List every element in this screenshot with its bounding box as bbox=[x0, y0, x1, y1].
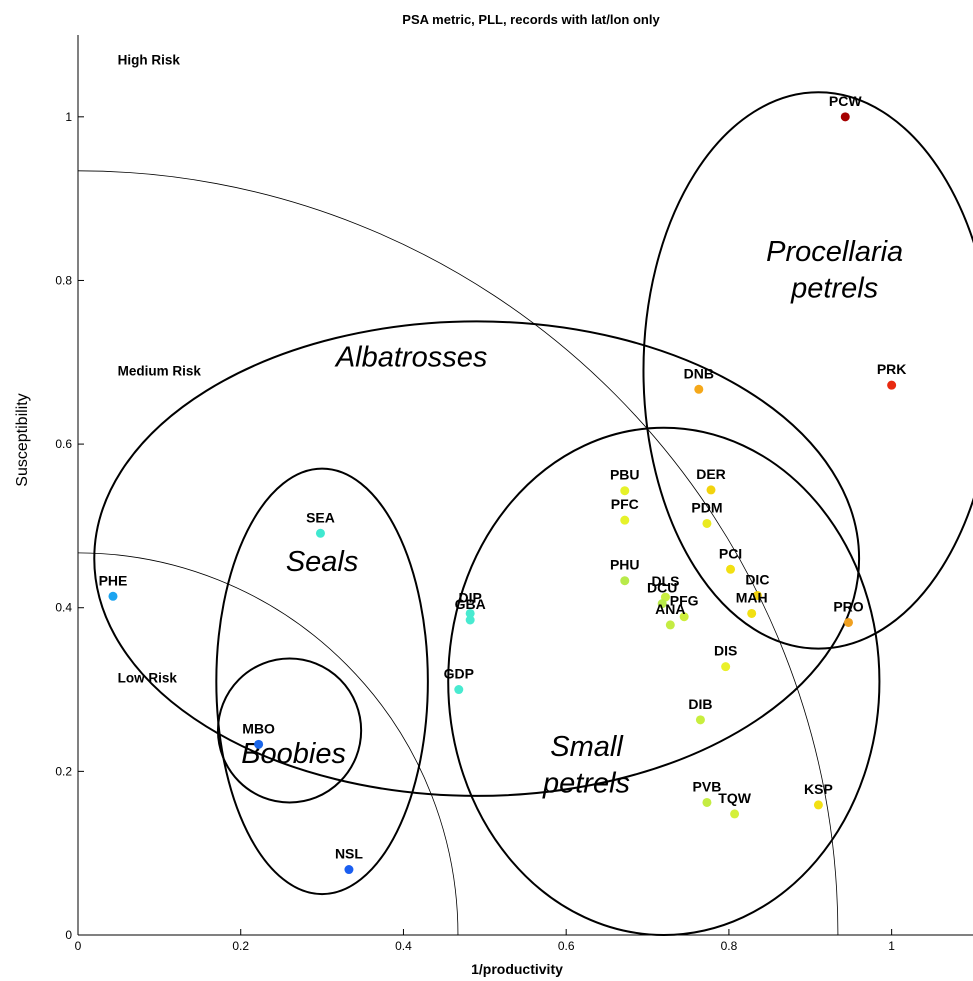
point-mah bbox=[747, 608, 757, 618]
point-label-dip: DIP bbox=[459, 589, 482, 605]
point-gba bbox=[465, 615, 475, 625]
x-tick-label-2: 0.2 bbox=[232, 939, 249, 953]
point-label-dnb: DNB bbox=[684, 365, 714, 381]
point-label-dis: DIS bbox=[714, 643, 737, 659]
group-ellipse-2 bbox=[642, 91, 973, 650]
point-ana bbox=[665, 620, 675, 630]
point-mbo bbox=[254, 739, 264, 749]
y-tick-label-2: 0.2 bbox=[55, 764, 72, 778]
y-tick-label-3: 0.4 bbox=[55, 601, 72, 615]
point-label-phe: PHE bbox=[99, 572, 128, 588]
risk-boundary-arc-1 bbox=[77, 552, 459, 936]
point-pvb bbox=[702, 797, 712, 807]
point-label-pci: PCI bbox=[719, 545, 742, 561]
point-label-tqw: TQW bbox=[718, 790, 751, 806]
x-tick-label-1: 0 bbox=[75, 939, 82, 953]
species-groups: Albatrosses Procellaria petrels Small petrel… bbox=[93, 91, 973, 937]
point-phe bbox=[108, 591, 118, 601]
point-ksp bbox=[813, 800, 823, 810]
point-label-dcu: DCU bbox=[647, 580, 677, 596]
point-pfg bbox=[679, 612, 689, 622]
point-label-pfg: PFG bbox=[670, 593, 699, 609]
point-label-phu: PHU bbox=[610, 557, 640, 573]
point-label-mbo: MBO bbox=[242, 720, 275, 736]
risk-region-label-1: High Risk bbox=[118, 53, 181, 68]
point-label-ana: ANA bbox=[655, 601, 685, 617]
point-dis bbox=[721, 662, 731, 672]
point-label-dic: DIC bbox=[745, 571, 769, 587]
point-pci bbox=[726, 564, 736, 574]
risk-boundaries: High Risk Medium Risk Low Risk bbox=[77, 53, 839, 936]
x-tick-label-3: 0.4 bbox=[395, 939, 412, 953]
point-phu bbox=[620, 576, 630, 586]
point-label-pvb: PVB bbox=[693, 778, 722, 794]
x-ticks: 0 0.2 0.4 0.6 0.8 1 bbox=[75, 929, 895, 953]
point-label-gba: GBA bbox=[455, 596, 486, 612]
point-pbu bbox=[620, 486, 630, 496]
risk-region-label-3: Low Risk bbox=[118, 670, 178, 685]
point-label-nsl: NSL bbox=[335, 846, 363, 862]
x-tick-label-4: 0.6 bbox=[558, 939, 575, 953]
x-tick-label-6: 1 bbox=[888, 939, 895, 953]
x-tick-label-5: 0.8 bbox=[721, 939, 738, 953]
point-label-prk: PRK bbox=[877, 361, 907, 377]
point-label-gdp: GDP bbox=[444, 666, 474, 682]
point-dic bbox=[752, 590, 762, 600]
y-tick-label-4: 0.6 bbox=[55, 437, 72, 451]
point-dnb bbox=[694, 384, 704, 394]
risk-boundary-arc-2 bbox=[77, 170, 839, 936]
point-label-der: DER bbox=[696, 466, 726, 482]
point-dib bbox=[695, 715, 705, 725]
point-nsl bbox=[344, 865, 354, 875]
group-label-2: Procellaria petrels bbox=[766, 236, 903, 304]
point-pdm bbox=[702, 518, 712, 528]
point-label-mah: MAH bbox=[736, 589, 768, 605]
point-label-pfc: PFC bbox=[611, 496, 639, 512]
y-tick-label-1: 0 bbox=[65, 928, 72, 942]
risk-region-label-2: Medium Risk bbox=[118, 363, 202, 378]
point-tqw bbox=[730, 809, 740, 819]
y-ticks: 0 0.2 0.4 0.6 0.8 1 bbox=[55, 110, 84, 942]
axes: 0 0.2 0.4 0.6 0.8 1 0 0.2 0.4 0.6 0.8 1 bbox=[55, 35, 973, 953]
point-gdp bbox=[454, 685, 464, 695]
group-label-4: Seals bbox=[286, 546, 359, 578]
group-ellipse-5 bbox=[216, 657, 363, 804]
point-label-dls: DLS bbox=[651, 573, 679, 589]
point-dip bbox=[465, 608, 475, 618]
group-label-1: Albatrosses bbox=[334, 341, 488, 373]
point-pcw bbox=[840, 112, 850, 122]
x-axis-label: 1/productivity bbox=[471, 961, 563, 977]
point-label-sea: SEA bbox=[306, 509, 335, 525]
y-tick-label-5: 0.8 bbox=[55, 273, 72, 287]
point-dcu bbox=[657, 599, 667, 609]
point-label-ksp: KSP bbox=[804, 781, 833, 797]
point-label-pdm: PDM bbox=[691, 499, 722, 515]
group-label-3: Small petrels bbox=[542, 731, 630, 799]
point-der bbox=[706, 485, 716, 495]
point-label-dib: DIB bbox=[688, 696, 712, 712]
point-prk bbox=[887, 380, 897, 390]
point-sea bbox=[315, 528, 325, 538]
point-pfc bbox=[620, 515, 630, 525]
y-axis-label: Susceptibility bbox=[14, 393, 31, 486]
chart-title: PSA metric, PLL, records with lat/lon on… bbox=[402, 12, 660, 27]
group-ellipse-4 bbox=[215, 467, 429, 896]
point-label-pro: PRO bbox=[833, 598, 863, 614]
point-label-pcw: PCW bbox=[829, 93, 862, 109]
group-ellipse-1 bbox=[93, 320, 861, 797]
point-label-pbu: PBU bbox=[610, 467, 640, 483]
y-tick-label-6: 1 bbox=[65, 110, 72, 124]
point-pro bbox=[844, 617, 854, 627]
